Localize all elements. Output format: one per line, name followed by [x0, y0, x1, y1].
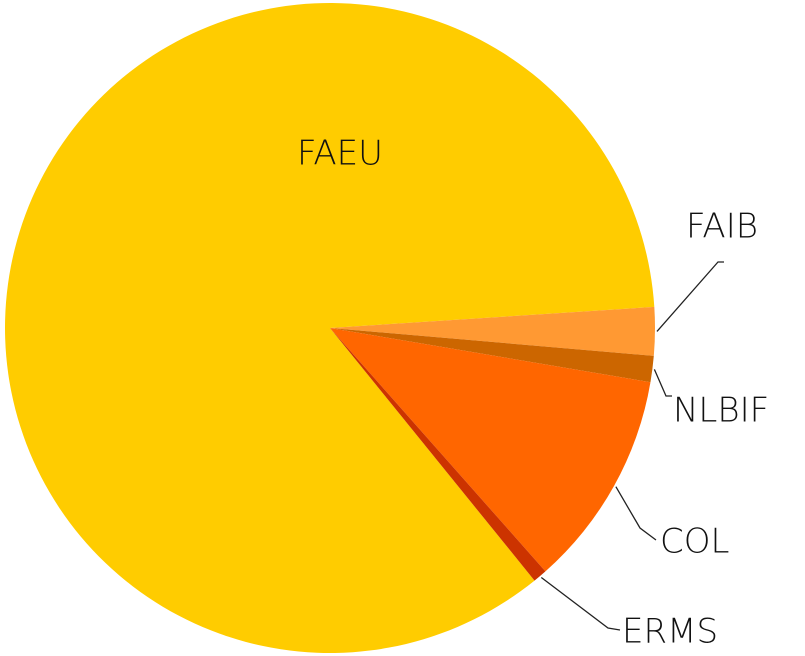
leader-line — [540, 577, 621, 631]
leader-line — [653, 369, 672, 397]
pie-slice — [330, 328, 654, 383]
slice-label: FAEU — [297, 134, 383, 174]
pie-slice — [5, 2, 655, 653]
slice-label: ERMS — [622, 612, 718, 652]
leader-line — [615, 486, 657, 541]
leader-line — [656, 261, 724, 332]
slice-label: NLBIF — [673, 391, 769, 431]
slice-label: FAIB — [686, 207, 758, 247]
slice-label: COL — [660, 522, 729, 562]
pie-slice — [330, 328, 546, 581]
pie-slice — [330, 328, 651, 572]
pie-slice — [330, 306, 655, 356]
